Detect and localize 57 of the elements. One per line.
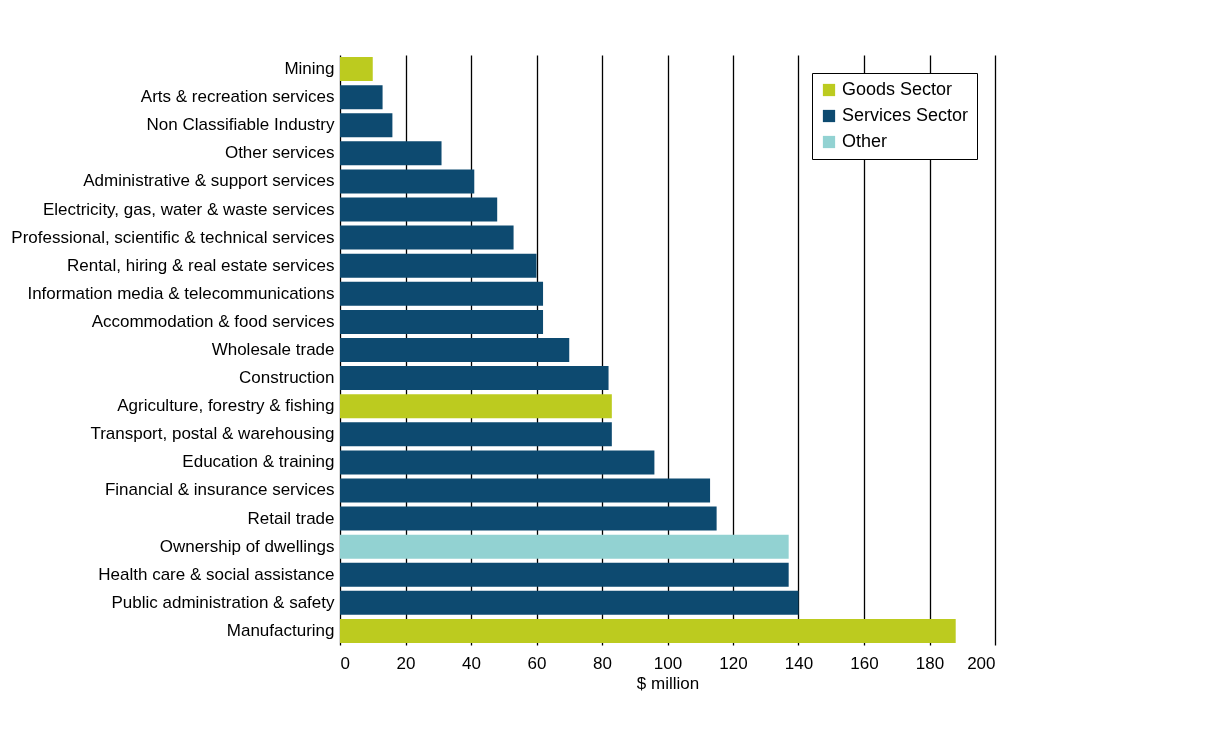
bar: [340, 450, 655, 475]
bar: [340, 253, 537, 278]
x-axis-title: $ million: [636, 673, 700, 693]
y-tick-label: Accommodation & food services: [91, 311, 335, 331]
bar: [340, 281, 544, 306]
x-tick-label: 60: [527, 653, 547, 673]
bar: [340, 618, 956, 643]
legend-label: Services Sector: [842, 105, 969, 125]
bar: [340, 85, 383, 110]
bar: [340, 141, 442, 166]
bar: [340, 562, 789, 587]
bar: [340, 338, 570, 362]
x-tick-label: 200: [967, 653, 996, 673]
x-tick-label: 120: [719, 653, 748, 673]
bar: [340, 113, 393, 138]
bar: [340, 169, 475, 194]
y-tick-label: Wholesale trade: [211, 340, 335, 359]
x-tick-label: 100: [653, 653, 683, 673]
x-tick-label: 160: [850, 653, 879, 673]
y-tick-label: Financial & insurance services: [104, 480, 335, 500]
y-tick-label: Electricity, gas, water & waste services: [42, 199, 335, 219]
bar: [340, 506, 717, 531]
y-tick-label: Information media & telecommunications: [27, 283, 335, 303]
y-tick-label: Construction: [239, 368, 335, 388]
bar: [340, 534, 789, 559]
y-tick-label: Rental, hiring & real estate services: [67, 255, 335, 275]
x-tick-label: 140: [784, 653, 814, 673]
x-tick-label: 80: [593, 653, 612, 673]
y-tick-label: Other services: [224, 143, 335, 163]
y-tick-label: Mining: [284, 59, 335, 79]
y-tick-label: Public administration & safety: [111, 592, 335, 612]
y-tick-label: Education & training: [182, 452, 335, 472]
y-tick-label: Arts & recreation services: [140, 87, 335, 107]
x-tick-label: 180: [915, 653, 945, 673]
legend-label: Goods Sector: [842, 79, 953, 99]
y-tick-label: Ownership of dwellings: [159, 536, 335, 556]
bar: [340, 225, 514, 250]
y-tick-label: Retail trade: [247, 508, 335, 528]
x-tick-label: 40: [462, 653, 481, 673]
y-tick-label: Health care & social assistance: [98, 564, 335, 584]
bar: [340, 422, 612, 447]
y-tick-label: Professional, scientific & technical services: [11, 227, 335, 247]
y-tick-label: Administrative & support services: [83, 171, 335, 191]
legend-label: Other: [842, 131, 888, 151]
y-tick-label: Manufacturing: [226, 620, 335, 640]
bar: [340, 197, 498, 222]
y-tick-label: Transport, postal & warehousing: [90, 424, 335, 444]
bar: [340, 309, 544, 334]
y-tick-label: Non Classifiable Industry: [146, 115, 335, 135]
bar: [340, 57, 373, 82]
bar: [340, 394, 612, 419]
x-tick-label: 20: [396, 653, 416, 673]
bar: [340, 478, 711, 503]
bar: [340, 590, 799, 615]
bar: [340, 366, 609, 391]
y-tick-label: Agriculture, forestry & fishing: [117, 396, 335, 416]
x-tick-label: 0: [340, 653, 350, 673]
